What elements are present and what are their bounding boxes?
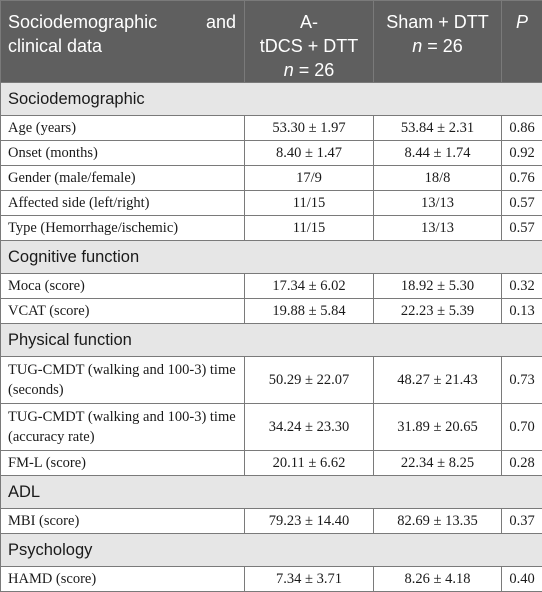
sham-value: 31.89 ± 20.65 [374,404,502,451]
a-tdcs-value: 11/15 [245,216,374,241]
sham-value: 53.84 ± 2.31 [374,116,502,141]
section-title: Cognitive function [1,241,542,274]
sham-value: 82.69 ± 13.35 [374,509,502,534]
a-tdcs-value: 34.24 ± 23.30 [245,404,374,451]
sham-value: 48.27 ± 21.43 [374,357,502,404]
a-tdcs-value: 19.88 ± 5.84 [245,299,374,324]
section-row: Cognitive function [1,241,542,274]
header-data-column: Sociodemographic and clinical data [1,1,245,83]
p-value: 0.86 [502,116,542,141]
p-value: 0.32 [502,274,542,299]
p-value: 0.37 [502,509,542,534]
section-row: Physical function [1,324,542,357]
sham-value: 13/13 [374,191,502,216]
row-label: Affected side (left/right) [1,191,245,216]
p-value: 0.57 [502,216,542,241]
header-sham-n-label: n [412,36,422,56]
a-tdcs-value: 79.23 ± 14.40 [245,509,374,534]
sham-value: 22.23 ± 5.39 [374,299,502,324]
sham-value: 18/8 [374,166,502,191]
row-label: VCAT (score) [1,299,245,324]
sham-value: 8.44 ± 1.74 [374,141,502,166]
row-label: HAMD (score) [1,567,245,592]
row-label: Gender (male/female) [1,166,245,191]
header-a-tdcs-line2: tDCS + DTT [260,36,359,56]
a-tdcs-value: 11/15 [245,191,374,216]
header-sham-n-value: = 26 [422,36,463,56]
a-tdcs-value: 50.29 ± 22.07 [245,357,374,404]
header-a-tdcs-n-label: n [284,60,294,80]
row-label: MBI (score) [1,509,245,534]
p-value: 0.28 [502,451,542,476]
row-label: TUG-CMDT (walking and 100-3) time (secon… [1,357,245,404]
a-tdcs-value: 20.11 ± 6.62 [245,451,374,476]
a-tdcs-value: 17.34 ± 6.02 [245,274,374,299]
section-title: Physical function [1,324,542,357]
sham-value: 18.92 ± 5.30 [374,274,502,299]
section-title: ADL [1,476,542,509]
row-label: Age (years) [1,116,245,141]
sham-value: 8.26 ± 4.18 [374,567,502,592]
a-tdcs-value: 8.40 ± 1.47 [245,141,374,166]
sham-value: 13/13 [374,216,502,241]
row-label: Moca (score) [1,274,245,299]
row-label: TUG-CMDT (walking and 100-3) time (accur… [1,404,245,451]
a-tdcs-value: 17/9 [245,166,374,191]
p-value: 0.57 [502,191,542,216]
table-row: TUG-CMDT (walking and 100-3) time (accur… [1,404,542,451]
p-value: 0.13 [502,299,542,324]
header-a-tdcs-line1: A- [300,12,318,32]
p-value: 0.70 [502,404,542,451]
header-sham-line1: Sham + DTT [386,12,489,32]
sham-value: 22.34 ± 8.25 [374,451,502,476]
section-title: Psychology [1,534,542,567]
table-header-row: Sociodemographic and clinical data A- tD… [1,1,542,83]
p-value: 0.76 [502,166,542,191]
a-tdcs-value: 53.30 ± 1.97 [245,116,374,141]
row-label: Type (Hemorrhage/ischemic) [1,216,245,241]
p-value: 0.73 [502,357,542,404]
section-title: Sociodemographic [1,83,542,116]
header-sham-column: Sham + DTT n = 26 [374,1,502,83]
section-row: Sociodemographic [1,83,542,116]
p-value: 0.40 [502,567,542,592]
section-row: Psychology [1,534,542,567]
header-p-column: P [502,1,542,83]
header-a-tdcs-n-value: = 26 [294,60,335,80]
table-row: TUG-CMDT (walking and 100-3) time (secon… [1,357,542,404]
row-label: FM-L (score) [1,451,245,476]
section-row: ADL [1,476,542,509]
row-label: Onset (months) [1,141,245,166]
header-a-tdcs-column: A- tDCS + DTT n = 26 [245,1,374,83]
p-value: 0.92 [502,141,542,166]
a-tdcs-value: 7.34 ± 3.71 [245,567,374,592]
